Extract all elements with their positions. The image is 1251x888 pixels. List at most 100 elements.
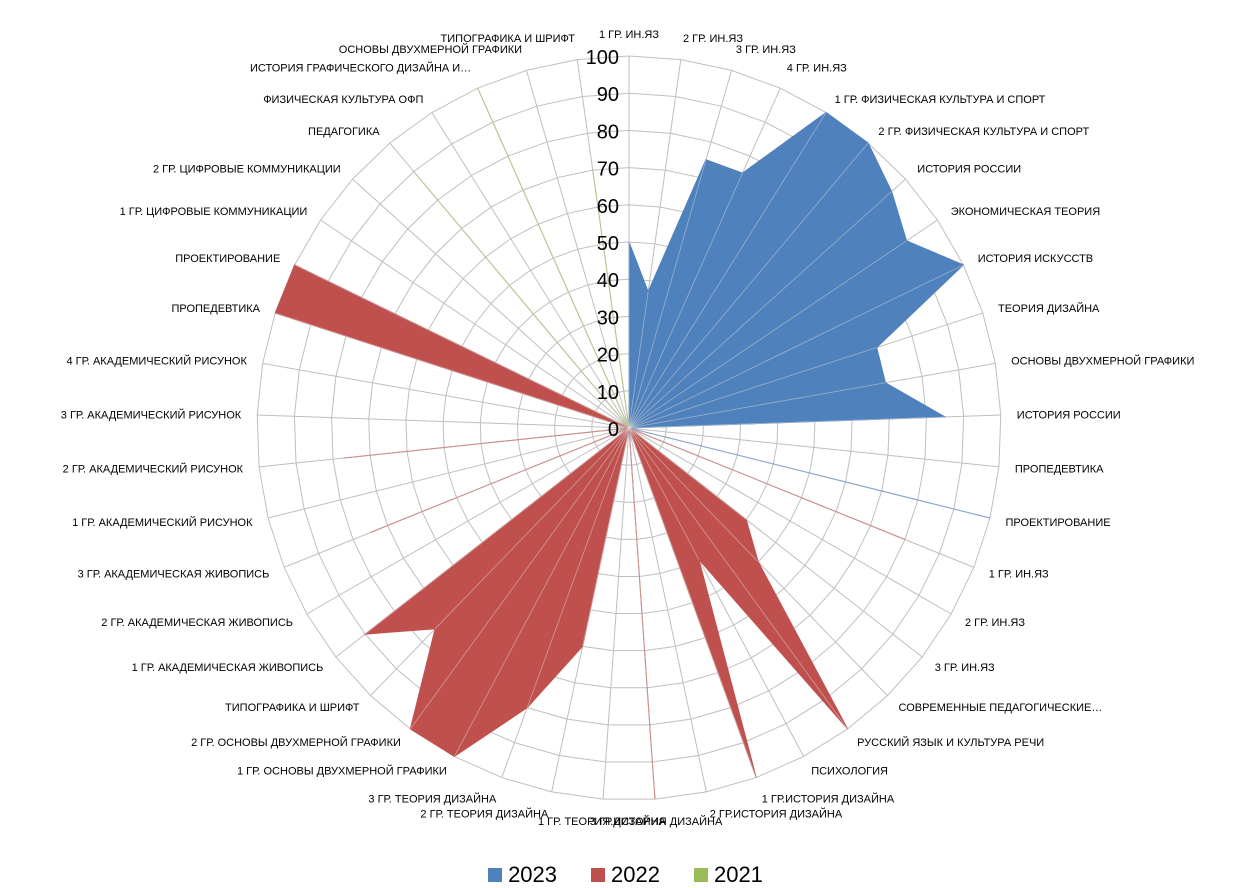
grid-spoke-overlay — [628, 240, 907, 429]
legend-label: 2022 — [611, 862, 660, 887]
category-label: ПРОЕКТИРОВАНИЕ — [175, 253, 280, 265]
legend-label: 2021 — [713, 862, 763, 887]
category-label: 2 ГР. ИН.ЯЗ — [965, 617, 1025, 629]
grid-spoke — [431, 112, 630, 429]
grid-spoke-overlay — [628, 427, 656, 800]
category-label: 3 ГР. АКАДЕМИЧЕСКИЙ РИСУНОК — [61, 409, 242, 422]
radial-tick-80: 80 — [597, 121, 619, 143]
grid-spoke-overlay — [526, 427, 630, 708]
radial-tick-labels: 0 10 20 30 40 50 60 70 80 90 100 — [586, 47, 619, 441]
radial-tick-50: 50 — [597, 233, 619, 255]
grid-spoke-overlay — [582, 427, 630, 647]
category-label: 1 ГР. ИН.ЯЗ — [599, 29, 659, 41]
legend-item-2022: 2022 — [591, 862, 660, 888]
grid-spoke-overlay — [628, 347, 877, 429]
grid-spoke-overlay — [628, 112, 827, 429]
grid-spoke-overlay — [628, 427, 700, 560]
grid-spoke-overlay — [628, 427, 991, 519]
category-label: 1 ГР. ОСНОВЫ ДВУХМЕРНОЙ ГРАФИКИ — [237, 765, 447, 778]
grid-spoke-overlay — [628, 416, 946, 429]
category-label: СОВРЕМЕННЫЕ ПЕДАГОГИЧЕСКИЕ… — [899, 702, 1103, 714]
category-label: ФИЗИЧЕСКАЯ КУЛЬТУРА ОФП — [263, 94, 423, 106]
grid-ring — [256, 55, 1002, 800]
radial-tick-40: 40 — [597, 270, 619, 292]
category-label: 1 ГР. ЦИФРОВЫЕ КОММУНИКАЦИИ — [120, 206, 308, 218]
category-label: 2 ГР. ИН.ЯЗ — [683, 33, 743, 45]
category-label: ОСНОВЫ ДВУХМЕРНОЙ ГРАФИКИ — [339, 43, 522, 56]
category-label: 1 ГР. АКАДЕМИЧЕСКИЙ РИСУНОК — [72, 516, 253, 529]
radial-tick-30: 30 — [597, 307, 619, 329]
category-label: 2 ГР. АКАДЕМИЧЕСКАЯ ЖИВОПИСЬ — [101, 617, 293, 629]
grid-spoke — [320, 219, 630, 429]
grid-spoke — [628, 427, 952, 615]
category-labels: 1 ГР. ИН.ЯЗ 2 ГР. ИН.ЯЗ3 ГР. ИН.ЯЗ4 ГР. И… — [61, 29, 1195, 828]
grid-spoke-overlay — [454, 427, 630, 757]
grid-spoke-overlay — [294, 264, 630, 429]
category-label: 3 ГР. ИН.ЯЗ — [935, 662, 995, 674]
radial-tick-60: 60 — [597, 196, 619, 218]
category-label: 1 ГР. ФИЗИЧЕСКАЯ КУЛЬТУРА И СПОРТ — [835, 94, 1046, 106]
category-label: ПРОПЕДЕВТИКА — [171, 303, 260, 315]
category-label: ТЕОРИЯ ДИЗАЙНА — [998, 302, 1100, 315]
grid-spoke-overlay — [628, 191, 892, 429]
category-label: ПРОПЕДЕВТИКА — [1015, 464, 1104, 476]
category-label: ЭКОНОМИЧЕСКАЯ ТЕОРИЯ — [951, 206, 1101, 218]
grid-spoke — [306, 427, 630, 615]
category-label: 2 ГР. ФИЗИЧЕСКАЯ КУЛЬТУРА И СПОРТ — [878, 126, 1089, 138]
category-label: ОСНОВЫ ДВУХМЕРНОЙ ГРАФИКИ — [1011, 355, 1194, 368]
radial-tick-90: 90 — [597, 84, 619, 106]
grid-spoke-overlay — [370, 427, 630, 533]
category-label: 3 ГР. ИН.ЯЗ — [736, 44, 796, 56]
category-label: 4 ГР. ИН.ЯЗ — [787, 63, 847, 75]
grid-spoke — [628, 427, 1000, 468]
radial-tick-10: 10 — [597, 382, 619, 404]
grid-spoke-overlay — [364, 427, 630, 635]
grid-spoke-overlay — [628, 427, 757, 778]
category-label: 2 ГР.ИСТОРИЯ ДИЗАЙНА — [710, 808, 843, 821]
grid-spoke — [352, 178, 630, 429]
category-label: 1 ГР. ТЕОРИЯ ДИЗАЙНА — [538, 815, 667, 828]
category-label: 1 ГР. ИН.ЯЗ — [989, 568, 1049, 580]
category-label: 2 ГР. ОСНОВЫ ДВУХМЕРНОЙ ГРАФИКИ — [191, 736, 401, 749]
category-label: 1 ГР.ИСТОРИЯ ДИЗАЙНА — [762, 793, 895, 806]
category-label: 4 ГР. АКАДЕМИЧЕСКИЙ РИСУНОК — [66, 355, 247, 368]
category-label: ПРОЕКТИРОВАНИЕ — [1006, 517, 1111, 529]
grid-spoke — [262, 362, 630, 429]
radial-tick-70: 70 — [597, 159, 619, 181]
legend-swatch — [693, 868, 708, 882]
grid-spoke-overlay — [410, 427, 630, 730]
grid-spoke-overlay — [275, 312, 630, 429]
category-label: 1 ГР. АКАДЕМИЧЕСКАЯ ЖИВОПИСЬ — [132, 662, 324, 674]
grid-spoke-overlay — [434, 427, 630, 629]
grid-spoke-overlay — [628, 264, 964, 429]
legend-swatch — [591, 868, 606, 882]
category-label: ИСТОРИЯ ГРАФИЧЕСКОГО ДИЗАЙНА И… — [250, 62, 471, 75]
category-label: 2 ГР. ТЕОРИЯ ДИЗАЙНА — [420, 808, 549, 821]
grid-spoke-overlay — [628, 172, 743, 429]
legend-swatch — [488, 868, 503, 882]
grid-spoke-overlay — [628, 291, 649, 429]
legend-item-2021: 2021 — [693, 862, 763, 888]
category-label: 3 ГР.ИСТОРИЯ ДИЗАЙНА — [590, 815, 723, 828]
grid-spoke-overlay — [628, 427, 759, 563]
grid-spoke — [628, 427, 707, 792]
category-label: ИСТОРИЯ РОССИИ — [917, 163, 1021, 175]
grid-spoke-overlay — [628, 382, 886, 429]
category-label: РУССКИЙ ЯЗЫК И КУЛЬТУРА РЕЧИ — [857, 736, 1044, 749]
category-label: 2 ГР. ЦИФРОВЫЕ КОММУНИКАЦИИ — [153, 163, 341, 175]
grid-spoke-overlay — [344, 427, 630, 459]
radial-tick-0: 0 — [608, 419, 619, 441]
grid-spoke-overlay — [628, 427, 747, 520]
grid-spoke-overlay — [628, 142, 869, 429]
grid-spoke-overlay — [628, 427, 848, 730]
grid-spoke-overlay — [628, 159, 707, 429]
category-label: ПЕДАГОГИКА — [308, 126, 380, 138]
grid-spoke — [525, 70, 630, 429]
grid-spoke-overlay — [592, 170, 630, 429]
radial-tick-20: 20 — [597, 345, 619, 367]
legend-label: 2023 — [508, 862, 558, 887]
legend-item-2023: 2023 — [488, 862, 557, 888]
category-label: ИСТОРИЯ РОССИИ — [1017, 410, 1121, 422]
grid-spoke-overlay — [413, 171, 630, 429]
category-label: ТИПОГРАФИКА И ШРИФТ — [441, 33, 576, 45]
